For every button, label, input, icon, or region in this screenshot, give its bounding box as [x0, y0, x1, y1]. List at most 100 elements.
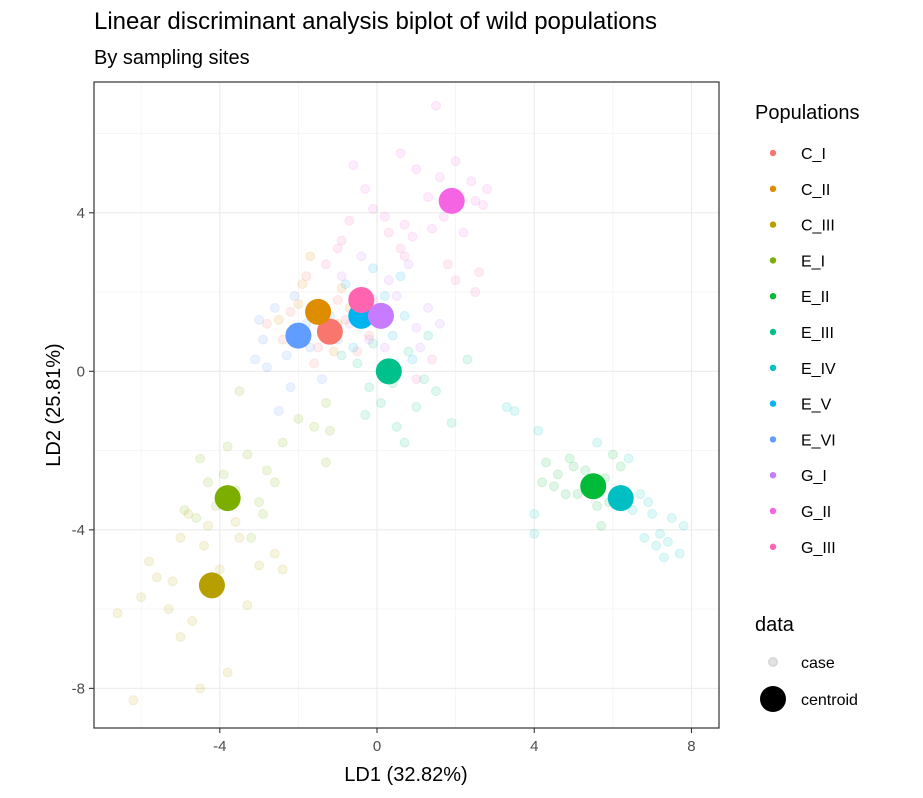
- case-point-c-iii: [136, 592, 147, 603]
- legend-item-c-iii: C_III: [769, 218, 835, 235]
- legend-key-e-iii: [769, 328, 777, 336]
- case-point-e-iv: [662, 536, 673, 547]
- case-point-g-ii: [430, 100, 441, 111]
- case-point-c-ii: [305, 251, 316, 262]
- case-point-e-iv: [639, 532, 650, 543]
- axes: -4 0 4 8 -8 -4 0 4: [72, 205, 696, 755]
- case-point-c-ii: [328, 346, 339, 357]
- case-point-e-ii: [560, 489, 571, 500]
- case-point-g-iii: [411, 374, 422, 385]
- case-point-e-iii: [375, 398, 386, 409]
- case-point-c-i: [352, 346, 363, 357]
- case-point-e-ii: [615, 461, 626, 472]
- case-point-e-i: [324, 425, 335, 436]
- case-point-c-ii: [293, 298, 304, 309]
- case-point-e-vi: [316, 374, 327, 385]
- case-point-c-ii: [297, 279, 308, 290]
- case-point-e-ii: [596, 520, 607, 531]
- case-point-g-ii: [450, 156, 461, 167]
- legend-key-e-ii: [769, 293, 777, 300]
- case-point-e-vi: [273, 405, 284, 416]
- case-point-e-ii: [607, 449, 618, 460]
- case-point-e-ii: [572, 489, 583, 500]
- case-point-e-iii: [403, 346, 414, 357]
- case-point-g-iii: [344, 215, 355, 226]
- legend-title-data: data: [755, 614, 795, 636]
- case-point-c-iii: [151, 572, 162, 583]
- case-point-c-i: [364, 330, 375, 341]
- centroid-e-i: [214, 485, 241, 512]
- legend-key-e-iv: [769, 364, 777, 371]
- case-point-e-vi: [289, 291, 300, 302]
- case-point-g-iii: [395, 243, 406, 254]
- legend-item-e-v: E_V: [769, 397, 832, 414]
- legend-key-g-i: [769, 472, 777, 479]
- case-point-e-iii: [391, 421, 402, 432]
- case-point-g-iii: [427, 354, 438, 365]
- case-point-e-vi: [269, 302, 280, 313]
- case-point-e-iii: [399, 437, 410, 448]
- case-point-e-iv: [529, 508, 540, 519]
- case-point-e-iv: [643, 497, 654, 508]
- plot-panel: [94, 82, 719, 728]
- legend-item-e-ii: E_II: [769, 289, 829, 306]
- case-point-c-iii: [230, 516, 241, 527]
- case-point-g-ii: [478, 199, 489, 210]
- case-point-e-v: [387, 330, 398, 341]
- case-point-e-v: [407, 354, 418, 365]
- case-point-e-iii: [352, 358, 363, 369]
- case-point-e-iv: [647, 508, 658, 519]
- case-point-e-iv: [658, 552, 669, 563]
- case-point-e-vi: [261, 362, 272, 373]
- y-axis-label: LD2 (25.81%): [43, 343, 65, 466]
- legend-label-e-ii: E_II: [801, 289, 829, 306]
- case-point-c-iii: [199, 540, 210, 551]
- legend-label-c-iii: C_III: [801, 218, 835, 235]
- case-point-g-ii: [470, 195, 481, 206]
- legend-item-centroid: centroid: [760, 686, 858, 712]
- x-tick-label: 8: [687, 738, 695, 755]
- plot-border: [93, 81, 720, 729]
- case-point-e-i: [202, 477, 213, 488]
- legend-label-case: case: [801, 655, 835, 672]
- case-point-e-ii: [564, 453, 575, 464]
- case-point-c-iii: [242, 600, 253, 611]
- case-point-c-iii: [183, 508, 194, 519]
- centroid-c-i: [316, 318, 343, 345]
- case-point-c-i: [285, 306, 296, 317]
- legend-label-e-iv: E_IV: [801, 361, 836, 378]
- legend-title-populations: Populations: [755, 102, 860, 124]
- case-point-c-iii: [214, 564, 225, 575]
- case-point-c-i: [309, 358, 320, 369]
- case-point-c-i: [301, 271, 312, 282]
- grid-lines: [94, 82, 719, 728]
- case-point-g-ii: [399, 219, 410, 230]
- legend-label-c-ii: C_II: [801, 182, 830, 199]
- case-point-e-vi: [254, 314, 265, 325]
- chart-title: Linear discriminant analysis biplot of w…: [94, 8, 657, 35]
- legend-item-g-ii: G_II: [769, 504, 831, 521]
- legend-key-c-i: [769, 149, 777, 157]
- case-point-e-iv: [529, 528, 540, 539]
- legend-item-e-vi: E_VI: [769, 432, 836, 449]
- legend-label-g-iii: G_III: [801, 540, 836, 557]
- case-point-g-ii: [482, 184, 493, 195]
- case-point-g-i: [364, 334, 375, 345]
- case-point-c-iii: [269, 548, 280, 559]
- case-point-e-iii: [368, 338, 379, 349]
- legend-label-e-v: E_V: [801, 397, 832, 414]
- case-point-g-ii: [407, 231, 418, 242]
- case-point-g-i: [383, 275, 394, 286]
- legend-item-e-iii: E_III: [769, 325, 834, 342]
- case-point-g-i: [356, 251, 367, 262]
- case-point-e-v: [368, 263, 379, 274]
- case-point-g-iii: [320, 259, 331, 270]
- case-point-e-ii: [537, 477, 548, 488]
- case-point-e-i: [246, 532, 257, 543]
- case-point-e-iii: [364, 382, 375, 393]
- legend-label-e-iii: E_III: [801, 325, 834, 342]
- legend-label-g-ii: G_II: [801, 504, 831, 521]
- legend-key-c-ii: [769, 185, 777, 192]
- case-point-e-v: [379, 291, 390, 302]
